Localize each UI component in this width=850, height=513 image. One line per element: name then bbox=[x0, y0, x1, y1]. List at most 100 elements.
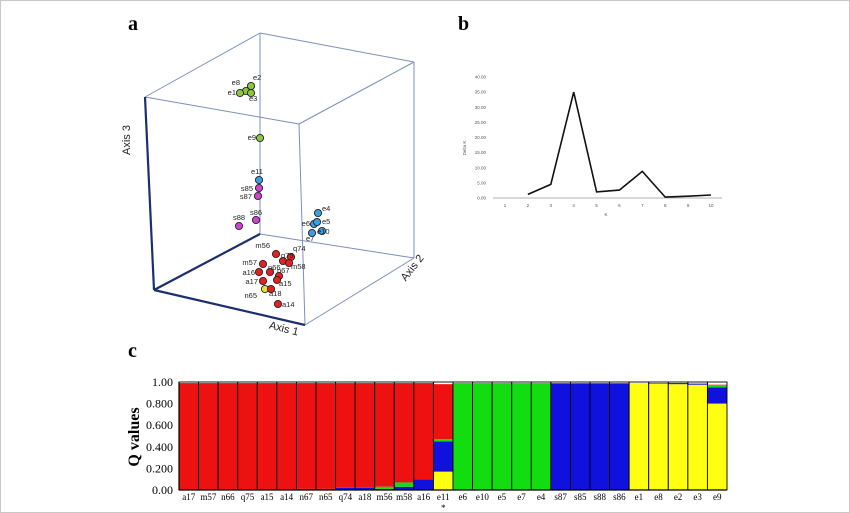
point-label-q74: q74 bbox=[293, 244, 306, 253]
bar-segment-e11-green bbox=[433, 439, 453, 442]
point-label-e8: e8 bbox=[232, 78, 240, 87]
bar-segment-e1-yellow bbox=[629, 383, 649, 490]
point-label-e9: e9 bbox=[248, 133, 256, 142]
category-label-e1: e1 bbox=[635, 492, 644, 502]
bar-segment-n66-red bbox=[218, 383, 238, 490]
point-m57 bbox=[258, 259, 268, 269]
y-tick-label: 35.00 bbox=[475, 90, 487, 95]
point-e5 bbox=[312, 217, 322, 227]
point-s88 bbox=[234, 221, 244, 231]
category-label-a17: a17 bbox=[182, 492, 195, 502]
bar-segment-a17-red bbox=[179, 383, 199, 490]
q-tick-label: 0.200 bbox=[146, 461, 173, 475]
category-label-e9: e9 bbox=[713, 492, 722, 502]
bar-segment-e6-green bbox=[453, 383, 473, 490]
x-tick-label: 8 bbox=[664, 203, 667, 208]
point-label-e5: e5 bbox=[322, 217, 330, 226]
point-s85 bbox=[254, 183, 264, 193]
bar-segment-a18-blue bbox=[355, 487, 375, 490]
category-label-e6: e6 bbox=[459, 492, 468, 502]
category-label-e2: e2 bbox=[674, 492, 683, 502]
y-tick-label: 15.00 bbox=[475, 150, 487, 155]
point-a17 bbox=[258, 276, 268, 286]
category-label-a15: a15 bbox=[261, 492, 274, 502]
point-label-q75: q75 bbox=[281, 251, 294, 260]
bar-segment-s87-blue bbox=[550, 383, 571, 490]
q-tick-label: 0.00 bbox=[152, 483, 173, 497]
bar-segment-e9-red bbox=[707, 384, 727, 386]
category-label-m56: m56 bbox=[376, 492, 393, 502]
point-label-e7: e7 bbox=[306, 234, 314, 243]
bar-segment-e10-green bbox=[472, 383, 493, 490]
x-tick-label: 9 bbox=[687, 203, 690, 208]
panel-a-letter: a bbox=[128, 13, 138, 35]
y-tick-label: 30.00 bbox=[475, 105, 487, 110]
point-label-n65: n65 bbox=[244, 291, 257, 300]
category-label-s88: s88 bbox=[594, 492, 607, 502]
category-label-s87: s87 bbox=[554, 492, 567, 502]
point-s86 bbox=[251, 215, 261, 225]
bar-segment-e11-blue bbox=[433, 441, 453, 472]
category-label-e10: e10 bbox=[476, 492, 489, 502]
category-label-e5: e5 bbox=[498, 492, 507, 502]
y-tick-label: 20.00 bbox=[475, 135, 487, 140]
category-label-e3: e3 bbox=[693, 492, 702, 502]
q-tick-label: 1.00 bbox=[152, 375, 173, 389]
bar-segment-a18-red bbox=[355, 383, 375, 488]
category-label-e7: e7 bbox=[517, 492, 526, 502]
point-label-m56: m56 bbox=[255, 241, 270, 250]
point-label-e4: e4 bbox=[322, 204, 330, 213]
bar-segment-a16-blue bbox=[413, 479, 434, 490]
bar-segment-q74-red bbox=[335, 383, 356, 488]
panel-c-letter: c bbox=[128, 340, 137, 362]
category-label-a18: a18 bbox=[358, 492, 371, 502]
bar-segment-e2-blue bbox=[668, 383, 688, 385]
y-tick-label: 25.00 bbox=[475, 120, 487, 125]
category-label-e4: e4 bbox=[537, 492, 546, 502]
point-a16 bbox=[254, 267, 264, 277]
point-e1 bbox=[235, 88, 245, 98]
delta-k-line bbox=[527, 91, 712, 198]
y-axis-label: Delta K bbox=[462, 141, 467, 156]
axis3-label: Axis 3 bbox=[121, 125, 133, 155]
bar-segment-s86-red bbox=[609, 383, 630, 384]
bar-segment-a14-red bbox=[276, 383, 297, 490]
y-tick-label: 10.00 bbox=[475, 165, 487, 170]
bar-segment-e2-yellow bbox=[668, 384, 688, 490]
point-label-e1: e1 bbox=[228, 88, 236, 97]
point-a15 bbox=[272, 275, 282, 285]
panel-b-letter: b bbox=[458, 13, 469, 35]
q-tick-label: 0.400 bbox=[146, 440, 173, 454]
point-label-m58: m58 bbox=[291, 262, 306, 271]
x-tick-label: 6 bbox=[618, 203, 621, 208]
x-tick-label: 3 bbox=[550, 203, 553, 208]
bar-segment-s87-red bbox=[550, 383, 571, 384]
category-label-m58: m58 bbox=[396, 492, 413, 502]
bar-segment-e5-green bbox=[492, 383, 512, 490]
point-e7 bbox=[307, 228, 317, 238]
y-tick-label: 5.00 bbox=[477, 180, 486, 185]
bar-segment-e11-red bbox=[433, 384, 453, 440]
bar-segment-a16-red bbox=[413, 383, 434, 480]
panel-c-structure-plot: Q values 0.00 0.200 0.400 0.600 0.800 1.00 a1… bbox=[126, 375, 728, 513]
bar-segment-m57-red bbox=[198, 383, 219, 490]
bar-segment-e11-yellow bbox=[433, 471, 453, 490]
point-e10 bbox=[317, 226, 327, 236]
bar-segment-s85-blue bbox=[570, 383, 590, 490]
point-label-e3: e3 bbox=[249, 94, 257, 103]
point-e3 bbox=[246, 88, 256, 98]
category-label-e8: e8 bbox=[654, 492, 663, 502]
bar-segment-e9-yellow bbox=[707, 403, 727, 490]
y-tick-label: 40.00 bbox=[475, 75, 487, 80]
point-label-s85: s85 bbox=[241, 184, 253, 193]
panel-b-delta-k-chart: 0.00 5.00 10.00 15.00 20.00 25.00 30.00 35.00 40… bbox=[462, 75, 722, 217]
point-label-a18: a18 bbox=[269, 289, 282, 298]
y-tick-label: 0.00 bbox=[477, 196, 486, 201]
bar-segment-e8-blue bbox=[648, 383, 669, 384]
bar-segment-m56-red bbox=[374, 383, 395, 487]
point-label-a14: a14 bbox=[282, 300, 295, 309]
bar-segment-q74-blue bbox=[335, 487, 356, 490]
bar-segment-q75-red bbox=[237, 383, 258, 490]
point-label-e6: e6 bbox=[302, 219, 310, 228]
point-m58 bbox=[284, 258, 294, 268]
